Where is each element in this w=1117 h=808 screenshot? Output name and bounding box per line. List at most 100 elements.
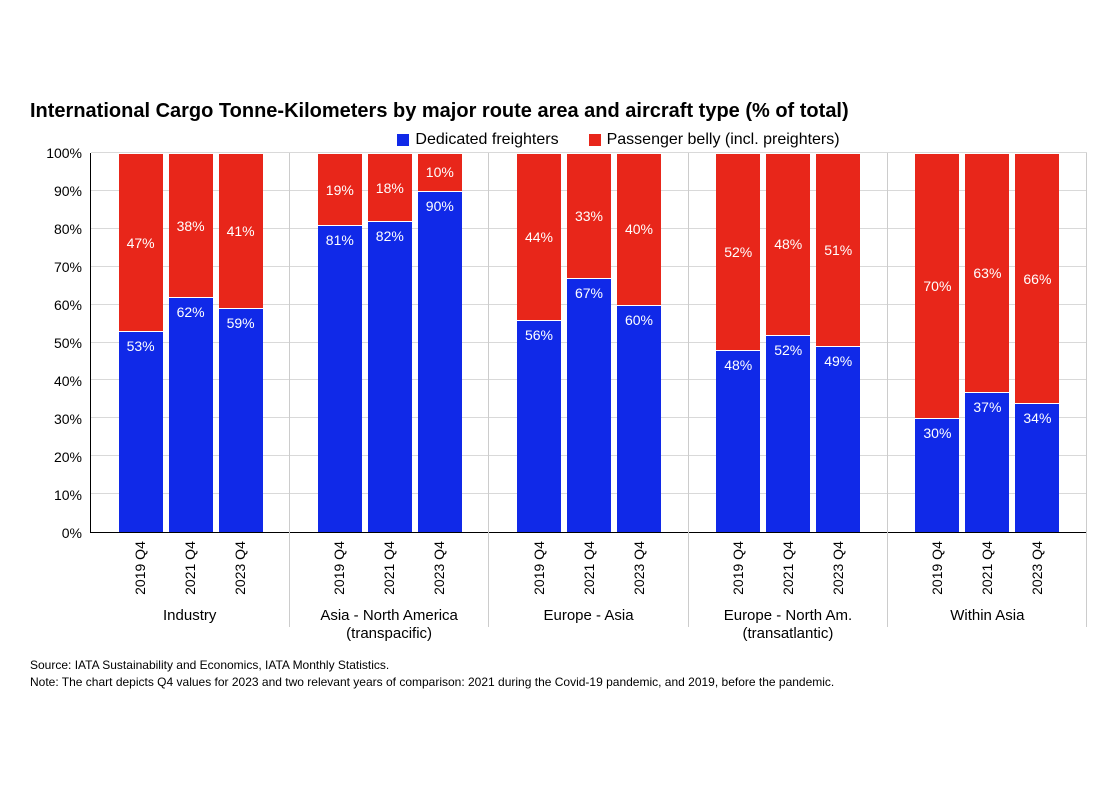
bar-segment-belly: 51% [816,153,860,346]
x-period-group: 2019 Q42021 Q42023 Q4 [289,533,488,603]
footnote-note: Note: The chart depicts Q4 values for 20… [30,674,1087,691]
bar-segment-belly: 70% [915,153,959,418]
x-period-label: 2023 Q4 [218,533,262,603]
y-tick-label: 40% [54,373,82,389]
x-axis-category-labels: IndustryAsia - North America(transpacifi… [90,603,1087,643]
stacked-bar: 10%90% [418,153,462,532]
footnote-source: Source: IATA Sustainability and Economic… [30,657,1087,674]
bar-segment-belly: 19% [318,153,362,225]
bar-segment-dedicated: 52% [766,335,810,532]
stacked-bar: 51%49% [816,153,860,532]
x-period-label: 2019 Q4 [716,533,760,603]
x-period-label: 2021 Q4 [168,533,212,603]
x-category-label: Europe - North Am.(transatlantic) [688,603,887,643]
legend-item-belly: Passenger belly (incl. preighters) [589,131,840,149]
stacked-bar: 47%53% [119,153,163,532]
y-tick-label: 50% [54,335,82,351]
groups-area: 47%53%38%62%41%59%19%81%18%82%10%90%44%5… [90,153,1087,533]
bar-segment-belly: 66% [1015,153,1059,403]
bar-segment-dedicated: 34% [1015,403,1059,532]
bar-group: 52%48%48%52%51%49% [689,153,888,532]
stacked-bar: 48%52% [766,153,810,532]
bar-segment-belly: 41% [219,153,263,308]
stacked-bar: 52%48% [716,153,760,532]
x-category-label: Europe - Asia [489,603,688,643]
x-period-label: 2021 Q4 [766,533,810,603]
bar-segment-dedicated: 56% [517,320,561,532]
stacked-bar: 38%62% [169,153,213,532]
y-tick-label: 80% [54,221,82,237]
legend-label-belly: Passenger belly (incl. preighters) [607,131,840,149]
chart-container: International Cargo Tonne-Kilometers by … [30,100,1087,691]
bar-group: 44%56%33%67%40%60% [489,153,688,532]
bar-segment-dedicated: 53% [119,331,163,532]
plot-area: 0%10%20%30%40%50%60%70%80%90%100% 47%53%… [30,153,1087,533]
stacked-bar: 44%56% [517,153,561,532]
x-period-label: 2023 Q4 [417,533,461,603]
bar-segment-dedicated: 59% [219,308,263,532]
x-category-label: Industry [90,603,289,643]
stacked-bar: 40%60% [617,153,661,532]
bar-segment-belly: 44% [517,153,561,320]
bar-segment-belly: 18% [368,153,412,221]
bar-segment-dedicated: 67% [567,278,611,532]
bar-segment-dedicated: 30% [915,418,959,532]
y-tick-label: 20% [54,449,82,465]
stacked-bar: 19%81% [318,153,362,532]
y-tick-label: 60% [54,297,82,313]
x-axis-period-labels: 2019 Q42021 Q42023 Q42019 Q42021 Q42023 … [90,533,1087,603]
bar-group: 70%30%63%37%66%34% [888,153,1087,532]
bar-segment-dedicated: 81% [318,225,362,532]
group-divider [1086,153,1087,627]
y-tick-label: 30% [54,411,82,427]
stacked-bar: 41%59% [219,153,263,532]
legend-swatch-belly [589,134,601,146]
x-category-label: Asia - North America(transpacific) [289,603,488,643]
chart-legend: Dedicated freighters Passenger belly (in… [150,131,1087,149]
bar-segment-dedicated: 48% [716,350,760,532]
stacked-bar: 33%67% [567,153,611,532]
bar-group: 47%53%38%62%41%59% [91,153,290,532]
y-tick-label: 100% [46,145,82,161]
x-category-label: Within Asia [888,603,1087,643]
legend-label-dedicated: Dedicated freighters [415,131,558,149]
legend-item-dedicated: Dedicated freighters [397,131,558,149]
x-period-label: 2019 Q4 [915,533,959,603]
bar-segment-belly: 48% [766,153,810,335]
bar-segment-belly: 40% [617,153,661,305]
x-period-label: 2019 Q4 [317,533,361,603]
chart-footnotes: Source: IATA Sustainability and Economic… [30,657,1087,691]
bar-segment-belly: 47% [119,153,163,331]
y-tick-label: 90% [54,183,82,199]
bar-segment-dedicated: 49% [816,346,860,532]
bar-segment-belly: 63% [965,153,1009,392]
stacked-bar: 66%34% [1015,153,1059,532]
x-period-label: 2023 Q4 [617,533,661,603]
bar-group: 19%81%18%82%10%90% [290,153,489,532]
bar-segment-belly: 52% [716,153,760,350]
x-period-label: 2019 Q4 [517,533,561,603]
y-tick-label: 70% [54,259,82,275]
bar-segment-dedicated: 90% [418,191,462,532]
x-period-group: 2019 Q42021 Q42023 Q4 [888,533,1087,603]
stacked-bar: 18%82% [368,153,412,532]
bar-segment-dedicated: 37% [965,392,1009,532]
bar-segment-belly: 33% [567,153,611,278]
x-period-group: 2019 Q42021 Q42023 Q4 [489,533,688,603]
x-period-group: 2019 Q42021 Q42023 Q4 [688,533,887,603]
legend-swatch-dedicated [397,134,409,146]
bar-segment-dedicated: 62% [169,297,213,532]
stacked-bar: 63%37% [965,153,1009,532]
x-period-label: 2021 Q4 [567,533,611,603]
x-period-label: 2023 Q4 [816,533,860,603]
bar-segment-dedicated: 82% [368,221,412,532]
x-period-label: 2023 Q4 [1015,533,1059,603]
bar-segment-belly: 10% [418,153,462,191]
y-axis: 0%10%20%30%40%50%60%70%80%90%100% [30,153,90,533]
x-period-label: 2019 Q4 [118,533,162,603]
x-period-group: 2019 Q42021 Q42023 Q4 [90,533,289,603]
bar-segment-dedicated: 60% [617,305,661,532]
bar-segment-belly: 38% [169,153,213,297]
stacked-bar: 70%30% [915,153,959,532]
y-tick-label: 0% [62,525,82,541]
